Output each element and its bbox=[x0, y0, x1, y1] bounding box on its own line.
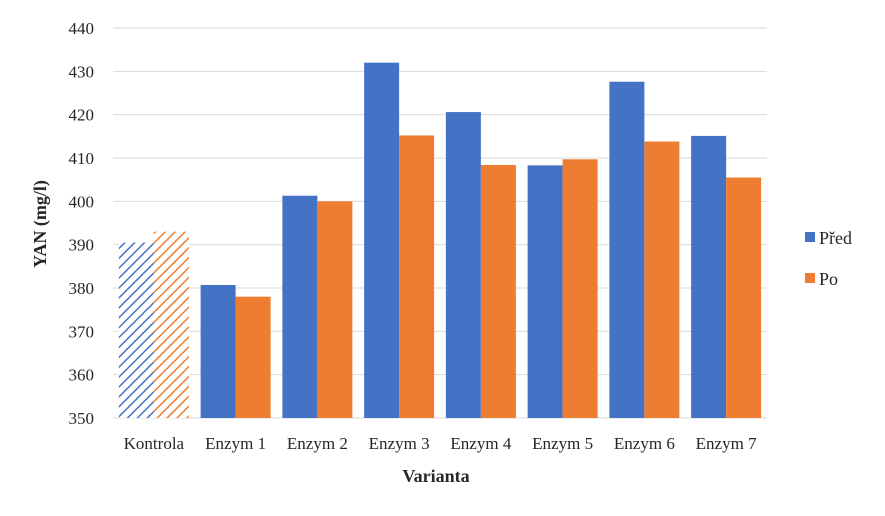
y-tick-label: 370 bbox=[69, 322, 95, 341]
bar-pred bbox=[364, 62, 400, 419]
bar-po bbox=[480, 164, 516, 418]
y-tick-labels: 350 360 370 380 390 400 410 420 430 440 bbox=[69, 19, 95, 428]
y-tick-label: 350 bbox=[69, 409, 95, 428]
y-tick-label: 360 bbox=[69, 366, 95, 385]
y-tick-label: 410 bbox=[69, 149, 95, 168]
x-tick-label: Enzym 4 bbox=[450, 434, 511, 453]
legend: Před Po bbox=[805, 228, 852, 289]
y-tick-label: 380 bbox=[69, 279, 95, 298]
y-axis-title: YAN (mg/l) bbox=[30, 180, 51, 268]
y-tick-label: 400 bbox=[69, 192, 95, 211]
bar-po bbox=[153, 231, 189, 418]
x-tick-label: Enzym 1 bbox=[205, 434, 266, 453]
x-tick-label: Enzym 2 bbox=[287, 434, 348, 453]
bar-pred bbox=[118, 242, 154, 418]
bar-pred bbox=[445, 112, 481, 419]
y-tick-label: 390 bbox=[69, 236, 95, 255]
bar-po bbox=[235, 296, 271, 418]
bar-po bbox=[644, 141, 680, 419]
x-tick-label: Enzym 7 bbox=[696, 434, 757, 453]
bar-pred bbox=[609, 81, 645, 418]
legend-swatch bbox=[805, 273, 815, 283]
y-tick-label: 420 bbox=[69, 106, 95, 125]
legend-label: Před bbox=[819, 228, 852, 248]
legend-swatch bbox=[805, 232, 815, 242]
x-axis-title: Varianta bbox=[402, 466, 469, 486]
bar-pred bbox=[200, 284, 236, 418]
bars bbox=[118, 62, 762, 419]
x-tick-label: Enzym 6 bbox=[614, 434, 675, 453]
bar-po bbox=[562, 159, 598, 419]
bar-pred bbox=[282, 195, 318, 418]
legend-label: Po bbox=[819, 269, 838, 289]
bar-pred bbox=[527, 165, 563, 418]
x-tick-label: Enzym 3 bbox=[369, 434, 430, 453]
bar-po bbox=[317, 201, 353, 418]
x-tick-label: Enzym 5 bbox=[532, 434, 593, 453]
bar-po bbox=[726, 177, 762, 418]
y-tick-label: 440 bbox=[69, 19, 95, 38]
x-tick-label: Kontrola bbox=[124, 434, 185, 453]
bar-pred bbox=[691, 135, 727, 418]
bar-po bbox=[399, 135, 435, 418]
x-tick-labels: Kontrola Enzym 1 Enzym 2 Enzym 3 Enzym 4 Enzy… bbox=[124, 434, 757, 453]
y-tick-label: 430 bbox=[69, 62, 95, 81]
